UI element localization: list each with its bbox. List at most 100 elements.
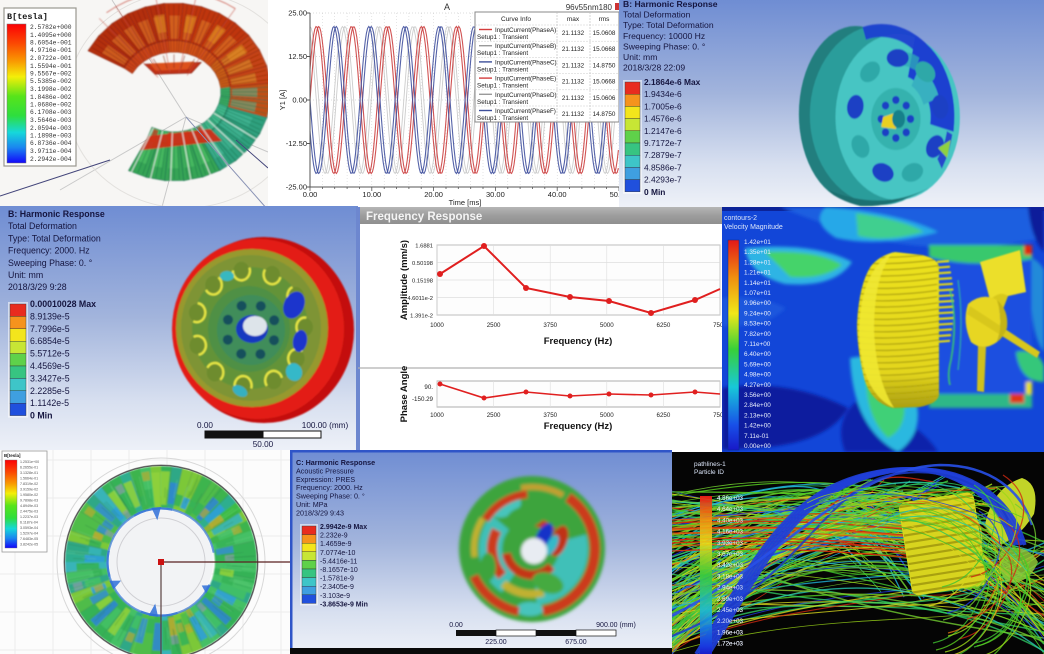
svg-text:6250: 6250 xyxy=(657,322,671,329)
svg-text:7500: 7500 xyxy=(713,322,727,329)
svg-text:4.86e+03: 4.86e+03 xyxy=(717,495,744,502)
svg-text:3.9159e-02: 3.9159e-02 xyxy=(20,488,38,492)
svg-text:7.11e-01: 7.11e-01 xyxy=(744,433,769,440)
svg-text:Y1 [A]: Y1 [A] xyxy=(278,90,287,110)
svg-text:1.35e+01: 1.35e+01 xyxy=(744,249,771,256)
svg-text:7500: 7500 xyxy=(713,412,727,419)
svg-text:1.2531e+00: 1.2531e+00 xyxy=(20,460,39,464)
svg-text:1.72e+03: 1.72e+03 xyxy=(717,641,744,648)
svg-text:Sweeping Phase: 0. °: Sweeping Phase: 0. ° xyxy=(8,258,92,268)
svg-text:3.5646e-003: 3.5646e-003 xyxy=(30,117,72,124)
svg-text:21.1132: 21.1132 xyxy=(562,95,585,102)
svg-text:2.2942e-004: 2.2942e-004 xyxy=(30,156,72,163)
svg-text:6.1187e-04: 6.1187e-04 xyxy=(20,521,38,525)
svg-text:21.1132: 21.1132 xyxy=(562,79,585,86)
svg-text:3.42e+03: 3.42e+03 xyxy=(717,562,744,569)
svg-text:Frequency: 2000. Hz: Frequency: 2000. Hz xyxy=(296,483,363,492)
svg-text:InputCurrent(PhaseB): InputCurrent(PhaseB) xyxy=(495,43,556,50)
svg-text:2.232e-9: 2.232e-9 xyxy=(320,533,348,540)
svg-text:21.1132: 21.1132 xyxy=(562,30,585,37)
svg-text:8.6054e-001: 8.6054e-001 xyxy=(30,40,72,47)
svg-text:B[tesla]: B[tesla] xyxy=(4,453,21,458)
svg-text:4.40e+03: 4.40e+03 xyxy=(717,517,744,524)
svg-text:3.1328e-01: 3.1328e-01 xyxy=(20,471,38,475)
svg-text:9.7898e-03: 9.7898e-03 xyxy=(20,499,38,503)
svg-text:7.7996e-5: 7.7996e-5 xyxy=(30,324,70,334)
svg-text:1.4576e-6: 1.4576e-6 xyxy=(644,114,682,124)
svg-text:Setup1 : Transient: Setup1 : Transient xyxy=(477,34,528,41)
svg-text:1.0680e-002: 1.0680e-002 xyxy=(30,102,72,109)
svg-text:7.82e+00: 7.82e+00 xyxy=(744,331,771,338)
svg-text:-3.103e-9: -3.103e-9 xyxy=(320,593,350,600)
svg-text:InputCurrent(PhaseC): InputCurrent(PhaseC) xyxy=(495,59,557,66)
svg-text:A: A xyxy=(444,2,450,12)
svg-text:4.98e+00: 4.98e+00 xyxy=(744,372,771,379)
svg-text:90.: 90. xyxy=(424,384,433,391)
svg-text:-5.4416e-11: -5.4416e-11 xyxy=(320,558,357,565)
svg-text:Acoustic Pressure: Acoustic Pressure xyxy=(296,466,354,475)
svg-text:21.1132: 21.1132 xyxy=(562,46,585,53)
svg-text:rms: rms xyxy=(599,16,611,23)
svg-text:InputCurrent(PhaseF): InputCurrent(PhaseF) xyxy=(495,108,556,115)
svg-text:pathlines-1: pathlines-1 xyxy=(694,461,726,468)
svg-text:4.6011e-2: 4.6011e-2 xyxy=(407,296,433,302)
svg-text:7.8319e-02: 7.8319e-02 xyxy=(20,482,38,486)
svg-text:2.0722e-001: 2.0722e-001 xyxy=(30,55,72,62)
svg-text:40.00: 40.00 xyxy=(548,190,567,199)
svg-text:-2.3405e-9: -2.3405e-9 xyxy=(320,584,354,591)
svg-text:4.8949e-03: 4.8949e-03 xyxy=(20,504,38,508)
svg-text:5.5385e-002: 5.5385e-002 xyxy=(30,78,72,85)
svg-text:7.6483e-05: 7.6483e-05 xyxy=(20,537,38,541)
svg-text:1.8486e-002: 1.8486e-002 xyxy=(30,94,72,101)
svg-text:B: Harmonic Response: B: Harmonic Response xyxy=(8,209,105,219)
svg-text:20.00: 20.00 xyxy=(424,190,443,199)
svg-text:B: Harmonic Response: B: Harmonic Response xyxy=(623,0,718,9)
svg-text:15.0668: 15.0668 xyxy=(593,46,616,53)
svg-text:8.53e+00: 8.53e+00 xyxy=(744,321,771,328)
svg-text:0 Min: 0 Min xyxy=(644,187,665,197)
svg-text:Unit: mm: Unit: mm xyxy=(8,270,43,280)
svg-text:4.4569e-5: 4.4569e-5 xyxy=(30,361,70,371)
svg-text:Frequency: 10000 Hz: Frequency: 10000 Hz xyxy=(623,31,705,41)
svg-text:2.13e+00: 2.13e+00 xyxy=(744,412,771,419)
svg-text:15.0608: 15.0608 xyxy=(593,30,616,37)
svg-text:Amplitude (mm/s): Amplitude (mm/s) xyxy=(399,240,410,320)
svg-text:3.8242e-05: 3.8242e-05 xyxy=(20,543,38,547)
svg-text:1.9434e-6: 1.9434e-6 xyxy=(644,89,682,99)
svg-text:4.9716e-001: 4.9716e-001 xyxy=(30,47,72,54)
svg-text:675.00: 675.00 xyxy=(565,639,587,646)
svg-text:3.56e+00: 3.56e+00 xyxy=(744,392,771,399)
svg-text:6.8736e-004: 6.8736e-004 xyxy=(30,140,72,147)
svg-text:2.9942e-9 Max: 2.9942e-9 Max xyxy=(320,524,367,531)
svg-text:1.42e+01: 1.42e+01 xyxy=(744,239,771,246)
svg-text:2.1864e-6 Max: 2.1864e-6 Max xyxy=(644,77,701,87)
svg-text:4.27e+00: 4.27e+00 xyxy=(744,382,771,389)
svg-text:9.7172e-7: 9.7172e-7 xyxy=(644,138,682,148)
svg-text:3.93e+03: 3.93e+03 xyxy=(717,540,744,547)
svg-text:Phase Angle: Phase Angle xyxy=(399,366,410,423)
svg-text:Setup1 : Transient: Setup1 : Transient xyxy=(477,83,528,90)
svg-text:C: Harmonic Response: C: Harmonic Response xyxy=(296,458,375,467)
svg-text:21.1132: 21.1132 xyxy=(562,62,585,69)
svg-text:4.16e+03: 4.16e+03 xyxy=(717,529,744,536)
svg-text:2.5782e+000: 2.5782e+000 xyxy=(30,24,72,31)
svg-text:2.69e+03: 2.69e+03 xyxy=(717,596,744,603)
svg-text:Sweeping Phase: 0. °: Sweeping Phase: 0. ° xyxy=(296,492,365,501)
svg-text:9.96e+00: 9.96e+00 xyxy=(744,300,771,307)
svg-text:0.00: 0.00 xyxy=(197,421,213,430)
svg-text:Setup1 : Transient: Setup1 : Transient xyxy=(477,50,528,57)
svg-text:6.2655e-01: 6.2655e-01 xyxy=(20,466,38,470)
svg-text:15.0668: 15.0668 xyxy=(593,79,616,86)
svg-text:2.20e+03: 2.20e+03 xyxy=(717,618,744,625)
svg-text:2.4475e-03: 2.4475e-03 xyxy=(20,510,38,514)
svg-text:1.1898e-003: 1.1898e-003 xyxy=(30,133,72,140)
svg-text:3.9711e-004: 3.9711e-004 xyxy=(30,148,72,155)
svg-text:Frequency (Hz): Frequency (Hz) xyxy=(544,421,613,432)
svg-text:2018/3/28 22:09: 2018/3/28 22:09 xyxy=(623,63,685,73)
svg-text:3.67e+03: 3.67e+03 xyxy=(717,551,744,558)
svg-text:Unit: MPa: Unit: MPa xyxy=(296,500,328,509)
svg-text:0.50198: 0.50198 xyxy=(412,261,433,267)
svg-text:1.9580e-02: 1.9580e-02 xyxy=(20,493,38,497)
svg-text:7.2879e-7: 7.2879e-7 xyxy=(644,150,682,160)
svg-text:Unit: mm: Unit: mm xyxy=(623,52,657,62)
